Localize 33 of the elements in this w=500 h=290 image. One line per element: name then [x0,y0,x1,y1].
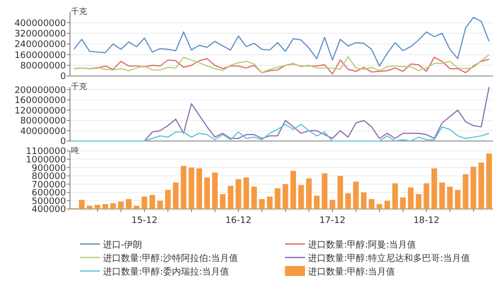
y-tick-label: 1100000 [26,147,66,158]
y-tick-label: 600000 [32,188,66,199]
legend-label: 进口数量:甲醇:委内瑞拉:当月值 [103,266,230,278]
y-tick-label: 500000 [32,196,66,207]
y-tick-label: 160000000 [14,50,66,61]
y-tick-label: 80000000 [20,62,66,72]
legend-label: 进口-伊朗 [103,240,142,250]
y-tick-label: 900000 [32,164,66,174]
x-tick-label: 18-12 [413,216,440,226]
x-tick-label: 15-12 [131,216,158,226]
y-axis-title: 千克 [71,82,87,91]
legend-label: 进口数量:甲醇:阿曼:当月值 [308,240,416,250]
y-tick-label: 0 [60,137,66,148]
y-tick-label: 40000000 [20,126,66,137]
y-tick-label: 200000000 [14,86,66,96]
x-tick-label: 16-12 [225,216,252,226]
legend-label: 进口数量:甲醇:当月值 [308,266,396,278]
y-tick-label: 400000000 [14,18,66,29]
y-axis-title: 吨 [71,146,79,155]
legend-label: 进口数量:甲醇:特立尼达和多巴哥:当月值 [308,253,470,264]
y-tick-label: 800000 [32,172,66,182]
legend-label: 进口数量:甲醇:沙特阿拉伯:当月值 [103,253,238,264]
y-tick-label: 160000000 [14,96,66,106]
y-tick-label: 320000000 [14,30,66,40]
y-tick-label: 80000000 [20,116,66,127]
y-tick-label: 240000000 [14,40,66,50]
y-tick-label: 400000 [32,205,66,216]
y-tick-label: 120000000 [14,106,66,116]
y-axis-title: 千克 [71,7,87,16]
y-tick-label: 0 [60,72,66,82]
y-tick-label: 1000000 [26,155,66,166]
y-tick-label: 700000 [32,180,66,190]
x-tick-label: 17-12 [319,216,346,226]
